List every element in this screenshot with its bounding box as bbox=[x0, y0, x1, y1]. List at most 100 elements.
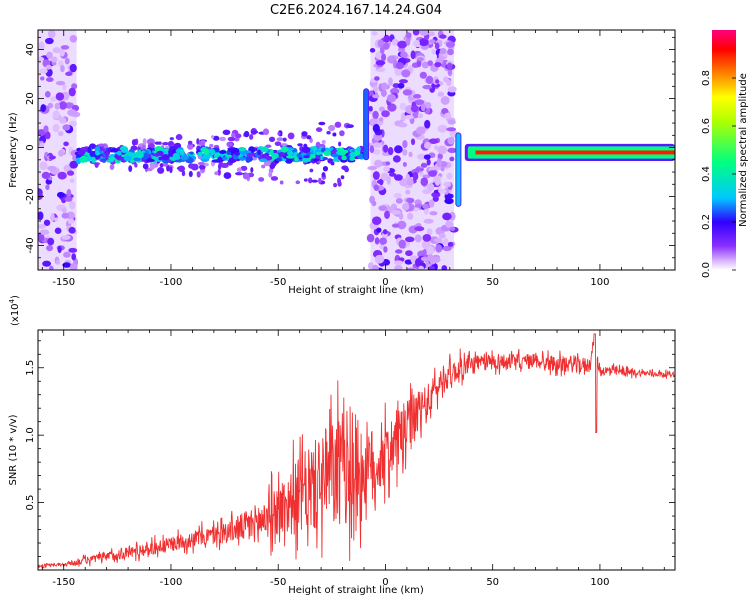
speckle-mark bbox=[443, 76, 449, 83]
speckle-mark bbox=[420, 177, 429, 187]
scatter-mark bbox=[274, 141, 282, 147]
scatter-mark bbox=[175, 134, 183, 141]
speckle-mark bbox=[377, 39, 384, 48]
speckle-mark bbox=[39, 161, 48, 171]
y-tick-label: 0 bbox=[25, 144, 36, 150]
y-tick-label: 1.0 bbox=[25, 427, 36, 443]
ridge-mark bbox=[322, 157, 329, 161]
speckle-mark bbox=[405, 189, 411, 195]
colorbar-tick-label: 0.4 bbox=[701, 166, 712, 182]
transient-burst bbox=[363, 88, 370, 161]
speckle-mark bbox=[417, 112, 424, 119]
speckle-mark bbox=[69, 120, 77, 127]
scatter-mark bbox=[250, 167, 254, 173]
ridge-mark bbox=[315, 151, 323, 155]
speckle-mark bbox=[378, 117, 384, 122]
speckle-mark bbox=[407, 212, 414, 220]
scatter-mark bbox=[181, 170, 186, 177]
speckle-mark bbox=[376, 227, 382, 233]
ridge-mark bbox=[189, 151, 194, 155]
speckle-mark bbox=[426, 228, 433, 236]
speckle-mark bbox=[42, 260, 52, 267]
ridge-mark bbox=[129, 152, 138, 158]
speckle-mark bbox=[410, 138, 416, 146]
speckle-mark bbox=[420, 256, 428, 262]
colorbar: 0.0 0.2 0.4 0.6 0.8 Normalized spectral ampl… bbox=[701, 30, 749, 278]
speckle-mark bbox=[440, 166, 445, 172]
speckle-mark bbox=[47, 30, 56, 39]
speckle-mark bbox=[385, 161, 391, 166]
speckle-mark bbox=[57, 171, 67, 180]
speckle-mark bbox=[446, 172, 453, 180]
speckle-mark bbox=[68, 226, 76, 234]
x-tick-label: 100 bbox=[590, 577, 609, 588]
ridge-mark bbox=[106, 159, 114, 163]
scatter-mark bbox=[340, 175, 345, 180]
speckle-mark bbox=[420, 162, 428, 168]
x-tick-label: -100 bbox=[160, 577, 183, 588]
speckle-mark bbox=[69, 63, 77, 73]
speckle-mark bbox=[58, 116, 67, 124]
speckle-mark bbox=[439, 34, 447, 39]
speckle-mark bbox=[439, 48, 447, 55]
ridge-mark bbox=[213, 153, 219, 159]
speckle-mark bbox=[428, 265, 436, 270]
speckle-mark bbox=[431, 83, 441, 88]
speckle-mark bbox=[394, 145, 403, 154]
speckle-mark bbox=[447, 136, 455, 145]
scatter-mark bbox=[131, 139, 137, 146]
ridge-mark bbox=[303, 155, 310, 159]
speckle-mark bbox=[397, 220, 407, 230]
speckle-mark bbox=[47, 102, 54, 109]
speckle-mark bbox=[52, 47, 61, 54]
ridge-mark bbox=[349, 156, 355, 161]
x-tick-label: 0 bbox=[382, 577, 388, 588]
x-tick-label: -150 bbox=[52, 577, 75, 588]
ridge-mark bbox=[172, 152, 181, 160]
speckle-mark bbox=[447, 147, 458, 153]
speckle-mark bbox=[54, 217, 59, 222]
speckle-mark bbox=[421, 61, 429, 69]
ridge-mark bbox=[246, 152, 255, 158]
speckle-mark bbox=[405, 32, 412, 39]
scatter-mark bbox=[269, 162, 276, 170]
speckle-mark bbox=[371, 31, 378, 36]
speckle-mark bbox=[54, 102, 61, 110]
speckle-mark bbox=[437, 124, 448, 133]
speckle-mark bbox=[381, 82, 388, 91]
scatter-mark bbox=[235, 133, 242, 139]
speckle-mark bbox=[374, 76, 380, 81]
speckle-mark bbox=[437, 145, 447, 155]
speckle-mark bbox=[67, 109, 77, 117]
colorbar-tick-label: 0.0 bbox=[701, 262, 712, 278]
ridge-mark bbox=[77, 149, 86, 156]
scatter-mark bbox=[222, 129, 231, 136]
speckle-mark bbox=[69, 263, 78, 270]
scatter-mark bbox=[98, 143, 106, 147]
scatter-mark bbox=[242, 172, 250, 180]
ridge-mark bbox=[145, 158, 155, 163]
speckle-mark bbox=[422, 84, 432, 90]
scatter-mark bbox=[154, 141, 161, 145]
speckle-mark bbox=[62, 124, 71, 131]
speckle-mark bbox=[63, 141, 69, 147]
speckle-mark bbox=[65, 71, 73, 76]
scatter-mark bbox=[262, 128, 270, 136]
ridge-mark bbox=[327, 158, 334, 164]
speckle-mark bbox=[39, 229, 50, 236]
ridge-mark bbox=[181, 155, 188, 161]
speckle-mark bbox=[428, 199, 435, 208]
scatter-mark bbox=[223, 172, 232, 180]
speckle-mark bbox=[39, 142, 45, 148]
ridge-mark bbox=[79, 156, 87, 163]
speckle-mark bbox=[44, 131, 51, 140]
speckle-mark bbox=[378, 178, 384, 186]
speckle-mark bbox=[379, 45, 385, 55]
spectrogram-frame bbox=[37, 29, 676, 271]
speckle-mark bbox=[447, 119, 456, 125]
spectrogram-x-ticks: -150 -100 -50 0 50 100 bbox=[41, 30, 665, 288]
speckle-mark bbox=[424, 119, 431, 129]
scatter-mark bbox=[231, 132, 236, 138]
scatter-mark bbox=[280, 143, 288, 147]
ridge-mark bbox=[197, 151, 203, 157]
